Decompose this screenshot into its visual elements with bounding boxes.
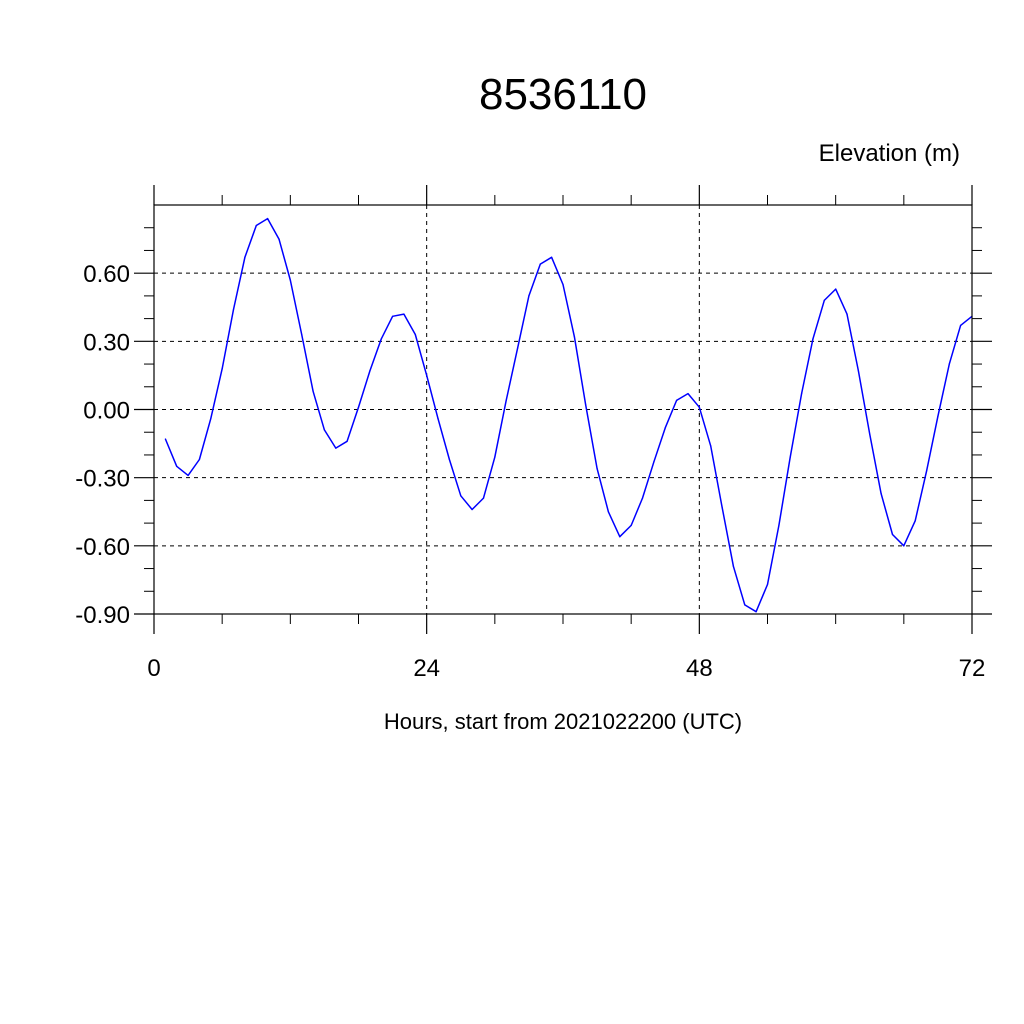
data-point [312,390,314,392]
data-point [505,399,507,401]
data-point [641,497,644,499]
data-point [471,508,473,511]
data-point [744,604,746,606]
data-point [255,224,257,227]
data-point [426,374,428,376]
data-point [869,433,871,436]
y-axis-label: Elevation (m) [819,140,960,167]
data-point [562,283,564,286]
data-point [539,263,541,265]
data-point [551,256,553,258]
grid-layer [153,205,973,615]
data-point [278,238,280,240]
data-point [244,256,246,258]
data-point [960,324,962,326]
y-tick-label: -0.30 [75,466,130,493]
y-tick-label: -0.90 [75,602,130,629]
data-point [232,308,235,311]
data-point [926,470,928,472]
data-point [585,404,587,406]
data-point [789,456,791,458]
data-point [357,406,360,408]
axes-layer [134,185,992,634]
data-point [846,313,848,315]
data-point [164,438,166,440]
data-point [801,393,803,395]
data-point [380,338,382,340]
x-tick-label: 0 [147,655,160,682]
chart-title: 8536110 [479,70,647,119]
x-tick-label: 24 [413,655,440,682]
data-point [517,347,519,349]
data-point [221,368,223,370]
data-point [687,393,689,395]
data-point [676,399,678,401]
data-point [301,333,303,336]
data-point [267,218,269,220]
data-point [187,474,189,476]
data-point [392,315,394,317]
y-tick-label: 0.30 [83,329,130,356]
data-point [812,338,814,340]
y-tick-label: 0.60 [83,261,130,288]
data-point [857,370,860,372]
data-point [403,313,405,315]
data-point [596,468,598,470]
y-tick-label: 0.00 [83,398,130,425]
data-point [937,415,939,417]
data-point [880,493,882,495]
tick-labels-layer: 0 24 48 72 0.60 0.30 0.00 -0.30 -0.60 -0.90 [75,261,985,682]
x-axis-label: Hours, start from 2021022200 (UTC) [384,709,742,734]
data-point [891,533,894,536]
data-point [914,520,916,522]
data-point [448,458,450,461]
data-point [698,406,700,408]
x-tick-label: 48 [686,655,713,682]
data-point [289,279,291,281]
data-point [903,545,905,547]
data-point [346,440,348,442]
data-point [323,429,325,431]
data-point [766,583,769,586]
data-point [607,511,610,513]
data-point [437,418,439,420]
data-point [369,370,371,372]
data-point [198,458,200,461]
data-point [732,565,735,567]
data-point [653,461,655,463]
data-point [835,288,837,290]
data-point [755,611,757,613]
data-point [619,536,621,538]
data-point [494,456,496,458]
data-point [948,363,950,365]
data-point [210,418,212,420]
data-point [335,447,337,449]
data-point [528,295,530,297]
data-point [482,497,485,499]
y-tick-label: -0.60 [75,534,130,561]
data-point [778,524,780,527]
data-point [664,427,666,429]
data-point [721,506,723,508]
data-point [710,445,712,447]
series-line [164,217,973,613]
data-point [573,336,576,338]
data-point [414,333,416,336]
data-point [176,465,178,467]
series-layer [164,217,973,613]
data-point [823,299,825,301]
data-point [630,524,632,527]
data-point [460,495,462,497]
x-tick-label: 72 [959,655,986,682]
